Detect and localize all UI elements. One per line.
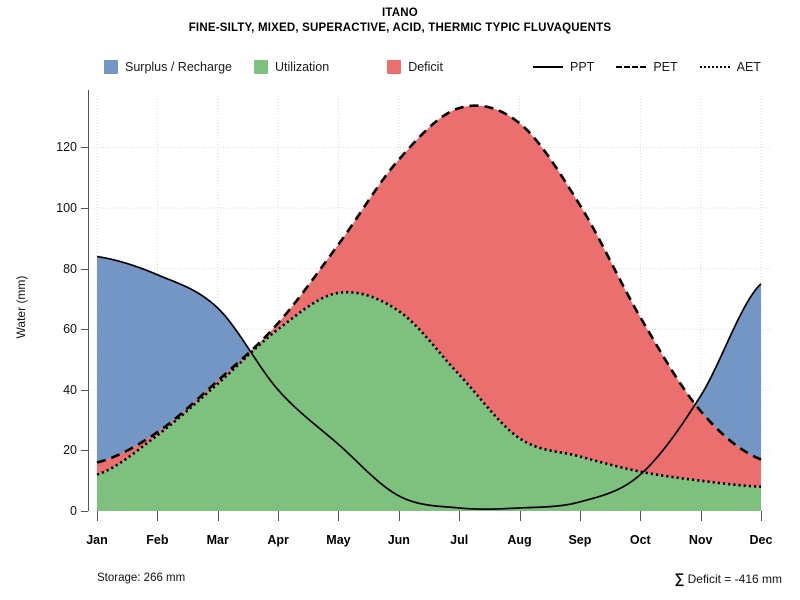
legend-item-utilization: Utilization: [254, 60, 329, 74]
x-tick-label-may: May: [326, 533, 351, 547]
legend-swatch-surplus: [104, 60, 118, 74]
legend-swatch-deficit: [387, 60, 402, 74]
x-tick-label-aug: Aug: [507, 533, 532, 547]
x-tick-mark-dec: [761, 511, 762, 521]
deficit-annotation: ∑ Deficit = -416 mm: [674, 570, 782, 586]
x-tick-label-jul: Jul: [450, 533, 469, 547]
x-tick-label-jun: Jun: [387, 533, 410, 547]
x-tick-mark-jul: [459, 511, 461, 521]
y-tick-mark: [81, 389, 88, 391]
y-tick-mark: [81, 450, 88, 452]
x-tick-label-nov: Nov: [688, 533, 713, 547]
deficit-text: Deficit = -416 mm: [684, 572, 782, 586]
legend-label-surplus: Surplus / Recharge: [125, 60, 233, 74]
legend-line-sample-ppt: [533, 61, 563, 73]
legend-line-sample-pet: [616, 61, 647, 73]
legend-line-sample-aet: [699, 61, 730, 73]
chart-title: ITANO FINE-SILTY, MIXED, SUPERACTIVE, AC…: [0, 6, 800, 36]
y-tick-mark: [81, 329, 88, 331]
legend-label-utilization: Utilization: [275, 60, 330, 74]
x-tick-mark-feb: [157, 511, 159, 521]
chart-legend: Surplus / Recharge Utilization Deficit P…: [0, 60, 800, 86]
y-tick-label: 40: [63, 382, 77, 397]
legend-label-pet: PET: [653, 60, 678, 74]
y-axis-spine: [88, 90, 89, 511]
x-tick-mark-aug: [519, 511, 521, 521]
legend-label-aet: AET: [736, 60, 761, 74]
sigma-symbol: ∑: [674, 570, 685, 586]
legend-patches: Surplus / Recharge Utilization Deficit: [104, 60, 443, 74]
y-axis-label: Water (mm): [2, 0, 28, 600]
y-tick-label: 80: [63, 261, 77, 276]
plot-svg: [88, 96, 770, 511]
legend-item-deficit: Deficit: [387, 60, 443, 74]
x-tick-mark-mar: [217, 511, 219, 521]
legend-item-ppt: PPT: [533, 60, 594, 74]
x-tick-label-oct: Oct: [629, 533, 651, 547]
legend-swatch-utilization: [254, 60, 269, 74]
x-tick-label-dec: Dec: [749, 533, 773, 547]
x-tick-label-sep: Sep: [568, 533, 592, 547]
y-tick-mark: [81, 511, 88, 512]
y-tick-label: 0: [70, 504, 77, 518]
x-tick-mark-apr: [278, 511, 280, 521]
y-tick-label: 100: [56, 201, 77, 216]
storage-annotation: Storage: 266 mm: [97, 572, 186, 584]
x-tick-label-mar: Mar: [206, 533, 229, 547]
y-tick-label: 20: [63, 443, 77, 458]
x-tick-label-feb: Feb: [146, 533, 169, 547]
y-tick-label: 120: [56, 140, 77, 155]
x-tick-mark-jun: [398, 511, 400, 521]
legend-item-surplus: Surplus / Recharge: [104, 60, 232, 74]
x-tick-mark-oct: [640, 511, 642, 521]
y-tick-mark: [81, 208, 88, 210]
legend-label-ppt: PPT: [570, 60, 595, 74]
y-tick-mark: [81, 147, 88, 149]
y-tick-mark: [81, 268, 88, 270]
x-tick-mark-sep: [579, 511, 581, 521]
title-line-2: FINE-SILTY, MIXED, SUPERACTIVE, ACID, TH…: [188, 22, 612, 34]
x-tick-label-jan: Jan: [86, 533, 108, 547]
legend-label-deficit: Deficit: [408, 60, 443, 74]
plot-area: 0 20 40 60 80 100 120 Jan Feb Mar Apr May Jun Jul Aug…: [56, 90, 772, 547]
x-tick-mark-nov: [700, 511, 702, 521]
y-tick-label: 60: [63, 322, 77, 337]
x-tick-mark-jan: [97, 511, 98, 521]
legend-lines: PPT PET AET: [533, 60, 761, 74]
legend-item-pet: PET: [616, 60, 678, 74]
y-axis-label-text: Water (mm): [14, 275, 28, 339]
x-tick-label-apr: Apr: [267, 533, 289, 547]
x-tick-mark-may: [338, 511, 340, 521]
legend-item-aet: AET: [699, 60, 761, 74]
title-line-1: ITANO: [382, 7, 418, 19]
